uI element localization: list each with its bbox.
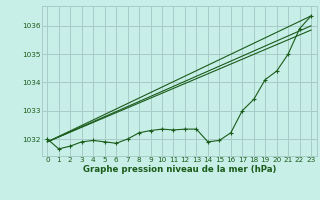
X-axis label: Graphe pression niveau de la mer (hPa): Graphe pression niveau de la mer (hPa) xyxy=(83,165,276,174)
